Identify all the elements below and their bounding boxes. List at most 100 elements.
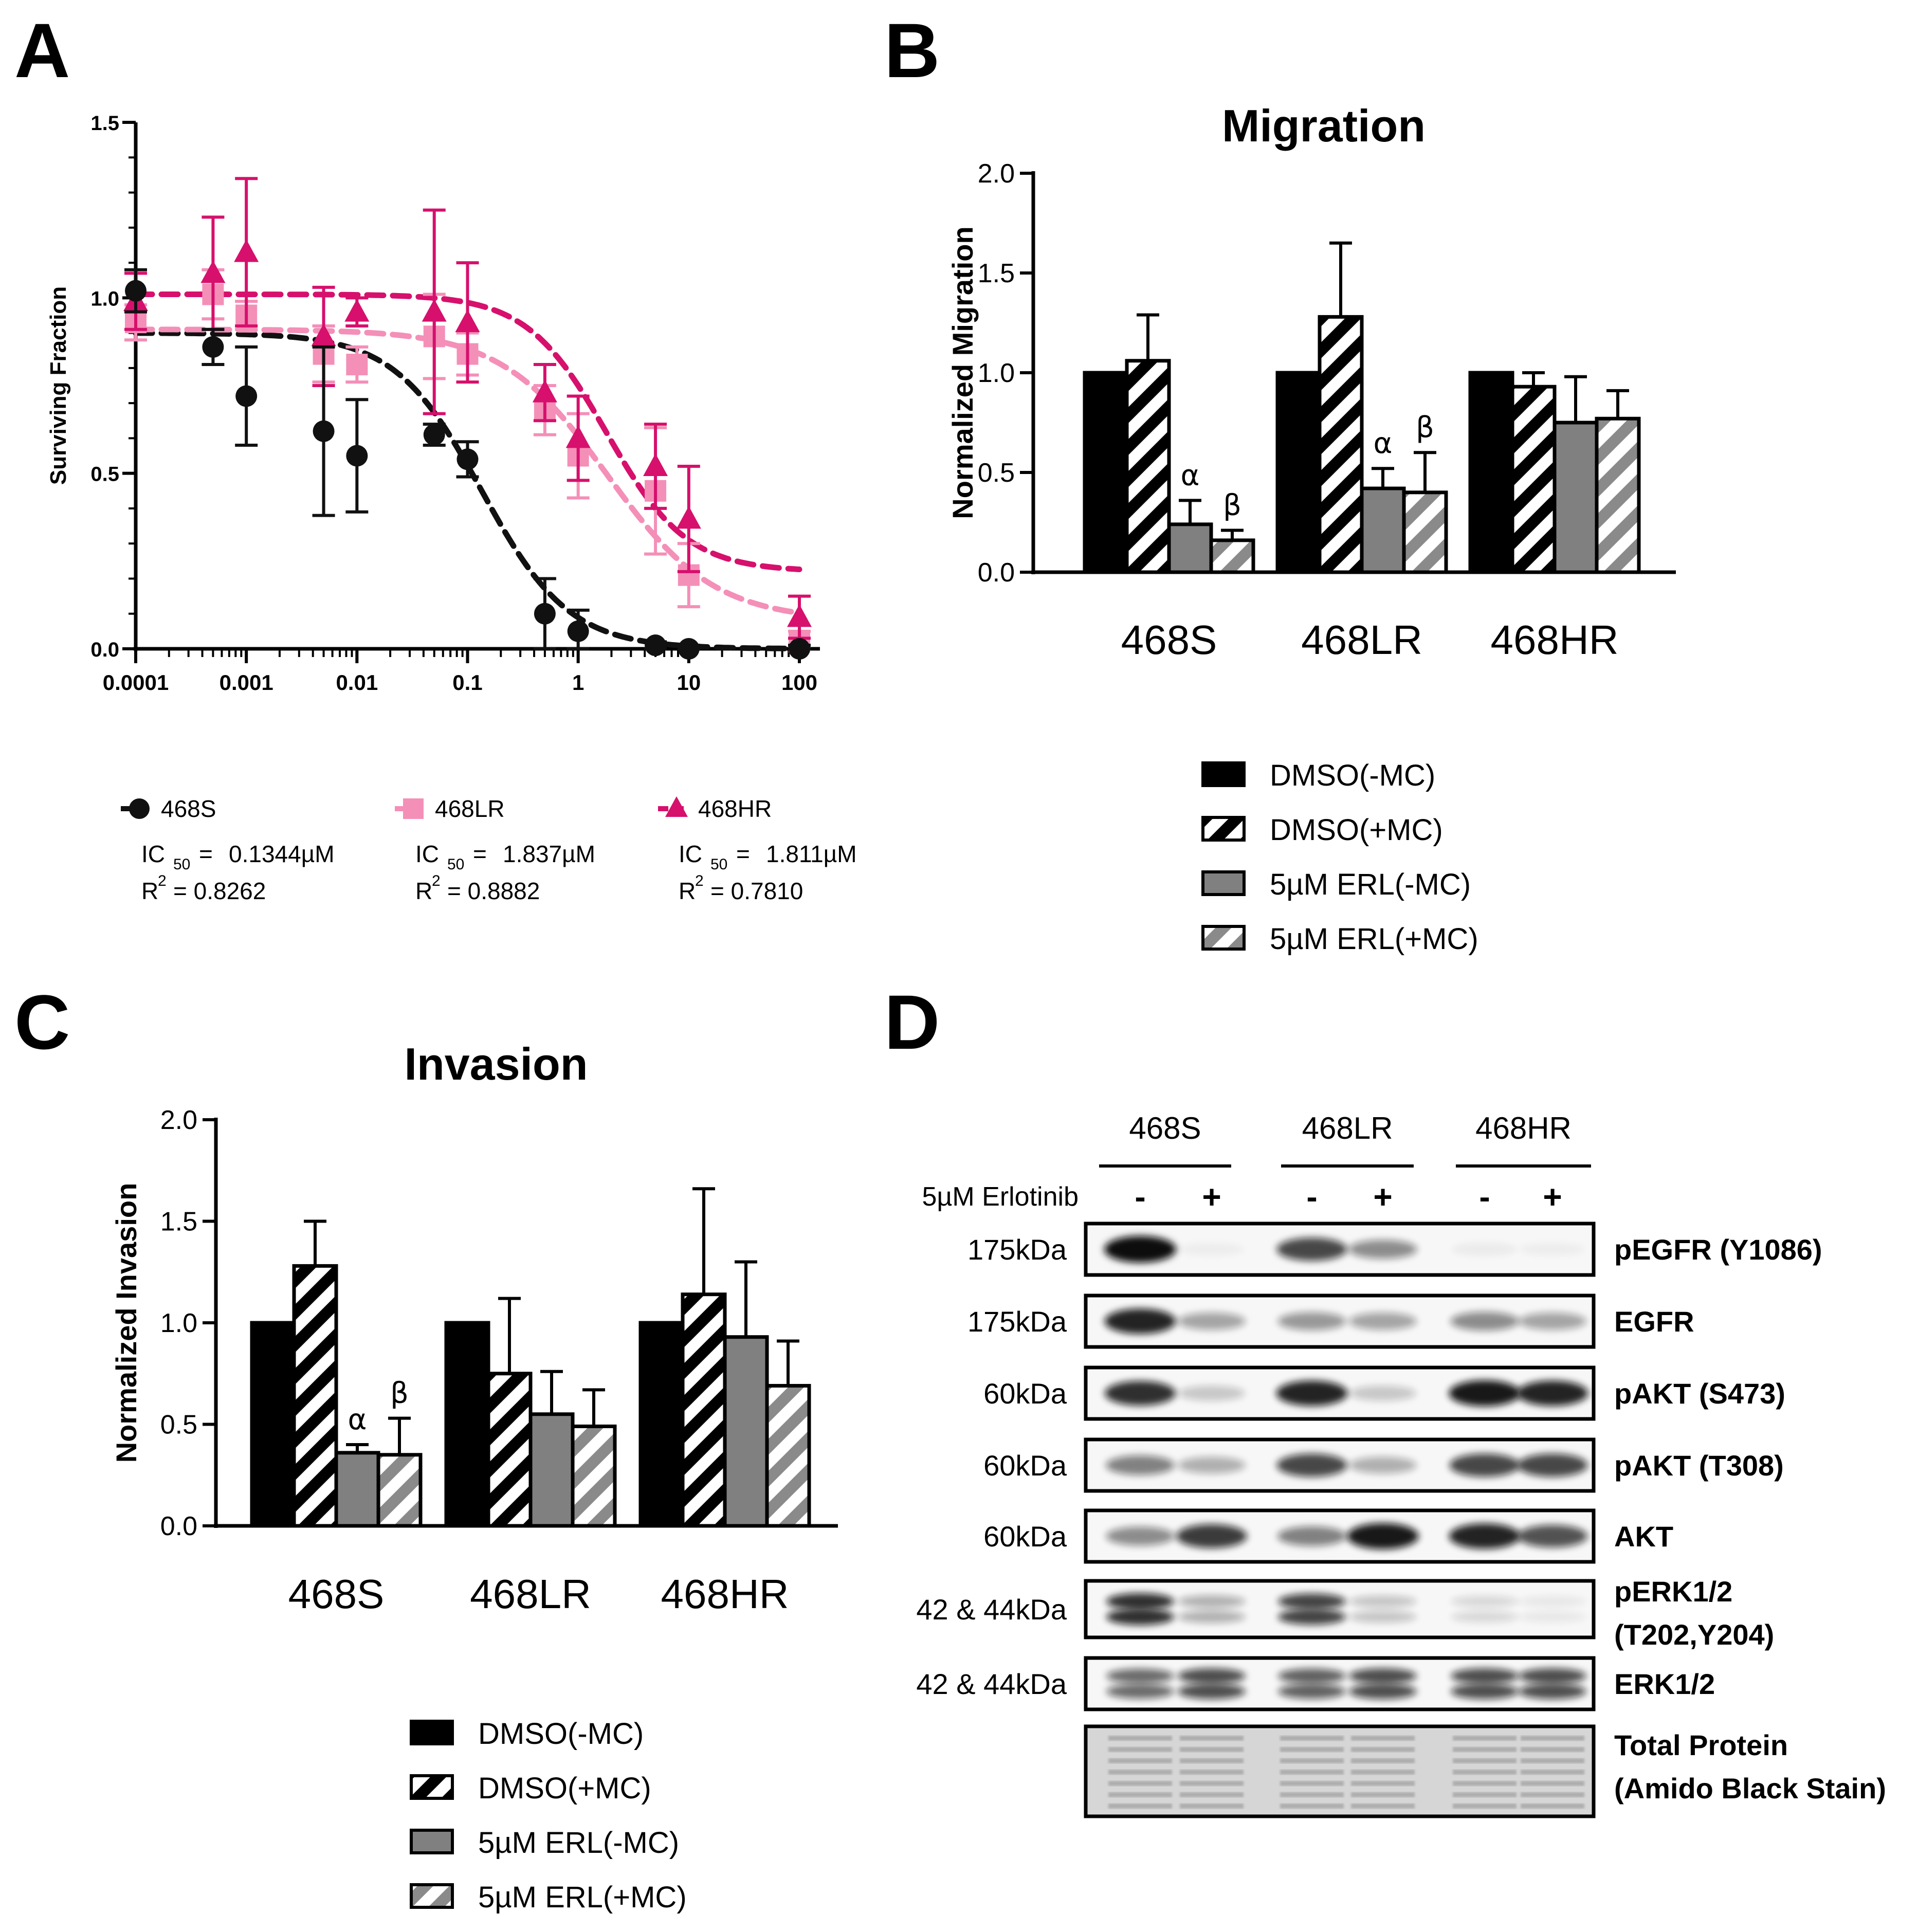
- legend-swatch: [1201, 870, 1246, 896]
- treatment-sign: -: [1479, 1178, 1490, 1215]
- category-label: 468S: [1121, 617, 1217, 663]
- ic50-equals: =: [473, 841, 487, 867]
- protein-stain-band: [1280, 1736, 1344, 1741]
- significance-mark: β: [1416, 411, 1434, 444]
- protein-band: [1178, 1243, 1245, 1256]
- protein-band: [1451, 1243, 1518, 1256]
- bar: [292, 1264, 338, 1528]
- protein-stain-band: [1280, 1792, 1344, 1797]
- ic50-value-468lr: 1.837µM: [503, 841, 595, 867]
- protein-band: [1178, 1683, 1246, 1700]
- bar: [486, 1372, 533, 1528]
- protein-stain-band: [1180, 1770, 1244, 1775]
- protein-stain-band: [1108, 1770, 1172, 1775]
- protein-band: [1178, 1668, 1246, 1684]
- legend-marker: [665, 796, 688, 817]
- protein-band: [1517, 1380, 1588, 1406]
- protein-band: [1106, 1593, 1174, 1610]
- protein-band: [1176, 1524, 1247, 1548]
- significance-mark: α: [348, 1403, 367, 1436]
- data-point-468s: [235, 385, 258, 407]
- protein-stain-band: [1453, 1781, 1517, 1786]
- protein-band: [1451, 1596, 1519, 1607]
- legend-swatch: [410, 1829, 454, 1854]
- ic50-prefix: IC: [679, 841, 702, 867]
- protein-stain-band: [1180, 1747, 1244, 1752]
- protein-band: [1277, 1526, 1346, 1546]
- protein-label: (T202,Y204): [1614, 1618, 1774, 1651]
- protein-stain-band: [1280, 1770, 1344, 1775]
- protein-band: [1106, 1684, 1174, 1699]
- molecular-weight-label: 175kDa: [967, 1305, 1067, 1338]
- protein-stain-band: [1108, 1747, 1172, 1752]
- protein-stain-band: [1521, 1781, 1584, 1786]
- protein-stain-band: [1351, 1736, 1415, 1741]
- legend-label: 5µM ERL(-MC): [478, 1826, 679, 1860]
- data-point-468hr: [200, 260, 226, 283]
- r2-value-468hr: = 0.7810: [710, 878, 803, 904]
- protein-stain-band: [1453, 1758, 1517, 1763]
- bar: [1468, 371, 1514, 574]
- protein-band: [1349, 1595, 1417, 1608]
- category-label: 468HR: [1490, 617, 1618, 663]
- protein-band: [1104, 1236, 1176, 1263]
- significance-mark: β: [390, 1377, 409, 1410]
- protein-label: pEGFR (Y1086): [1614, 1233, 1822, 1266]
- protein-stain-band: [1453, 1736, 1517, 1741]
- blot-strip: [1084, 1579, 1596, 1639]
- data-point-468s: [534, 603, 556, 625]
- bar: [1360, 486, 1406, 574]
- molecular-weight-label: 42 & 44kDa: [916, 1668, 1067, 1700]
- data-point-468s: [645, 634, 667, 657]
- significance-mark: β: [1223, 489, 1241, 522]
- protein-stain-band: [1521, 1747, 1584, 1752]
- cell-line-label: 468LR: [1302, 1111, 1393, 1145]
- y-tick-label: 1.0: [90, 287, 119, 310]
- protein-stain-band: [1351, 1758, 1415, 1763]
- protein-band: [1449, 1453, 1520, 1477]
- legend-label-468s: 468S: [161, 795, 216, 822]
- x-tick-label: 10: [677, 670, 701, 695]
- protein-band: [1178, 1595, 1246, 1608]
- legend-label: DMSO(-MC): [478, 1717, 644, 1751]
- protein-band: [1349, 1683, 1417, 1700]
- protein-stain-band: [1108, 1758, 1172, 1763]
- protein-label: ERK1/2: [1614, 1668, 1715, 1700]
- r2-value-468lr: = 0.8882: [447, 878, 540, 904]
- protein-band: [1519, 1668, 1586, 1684]
- x-tick-label: 0.1: [452, 670, 482, 695]
- protein-stain-band: [1453, 1792, 1517, 1797]
- protein-band: [1347, 1523, 1419, 1550]
- molecular-weight-label: 175kDa: [967, 1233, 1067, 1266]
- legend-label: 5µM ERL(+MC): [1270, 922, 1478, 956]
- protein-stain-band: [1351, 1781, 1415, 1786]
- data-point-468s: [456, 448, 479, 470]
- bar: [765, 1383, 811, 1528]
- treatment-label: 5µM Erlotinib: [922, 1182, 1079, 1212]
- protein-band: [1451, 1611, 1519, 1623]
- protein-band: [1178, 1386, 1246, 1401]
- ic50-subscript: 50: [710, 856, 727, 873]
- protein-band: [1349, 1611, 1417, 1623]
- y-tick-label: 1.0: [978, 358, 1015, 388]
- ic50-equals: =: [736, 841, 750, 867]
- data-point-468s: [125, 280, 147, 302]
- bar: [250, 1321, 296, 1528]
- data-point-468hr: [234, 239, 259, 262]
- legend-label-468lr: 468LR: [435, 795, 505, 822]
- protein-stain-band: [1280, 1747, 1344, 1752]
- panel-label-a: A: [14, 7, 70, 94]
- bar: [1318, 315, 1364, 574]
- panel-label-b: B: [884, 7, 940, 94]
- data-point-468lr: [346, 354, 368, 376]
- protein-band: [1278, 1609, 1346, 1625]
- r2-prefix: R: [679, 878, 696, 904]
- y-tick-label: 2.0: [978, 159, 1015, 189]
- bar: [1595, 416, 1641, 574]
- protein-band: [1518, 1313, 1587, 1330]
- protein-stain-band: [1453, 1770, 1517, 1775]
- r2-prefix: R: [141, 878, 158, 904]
- data-point-468s: [202, 336, 224, 358]
- protein-stain-band: [1521, 1803, 1584, 1809]
- data-point-468hr: [422, 299, 447, 322]
